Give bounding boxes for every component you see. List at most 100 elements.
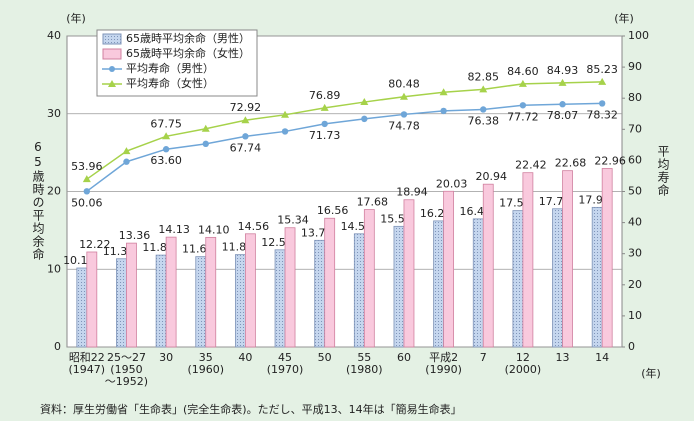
x-tick-label: 14	[595, 351, 610, 364]
y-tick-label: 10	[47, 262, 61, 275]
bar	[433, 220, 445, 348]
y2-tick-label: 40	[628, 216, 642, 229]
marker	[360, 98, 369, 106]
x-tick-label: 40	[238, 351, 253, 364]
bar	[353, 233, 365, 348]
data-label: 82.85	[468, 70, 500, 83]
data-label: 20.94	[476, 170, 508, 183]
legend-label: 平均寿命（女性）	[126, 76, 214, 90]
bar	[274, 249, 286, 348]
bar	[522, 172, 534, 348]
marker	[320, 103, 329, 111]
marker	[479, 85, 488, 93]
y2-tick-label: 80	[628, 91, 642, 104]
data-label: 76.89	[309, 89, 341, 102]
data-label: 78.32	[586, 108, 618, 121]
data-label: 85.23	[586, 63, 618, 76]
x-tick-label: 55 (1980)	[346, 351, 383, 376]
bar	[482, 183, 494, 348]
x-tick-label: 45 (1970)	[266, 351, 304, 376]
bar	[234, 254, 246, 348]
data-label: 17.68	[357, 196, 389, 209]
bar	[363, 209, 375, 348]
y-tick-label: 0	[54, 340, 61, 353]
data-label: 13.36	[119, 229, 151, 242]
data-label: 22.68	[555, 157, 587, 170]
data-label: 84.60	[507, 65, 539, 78]
marker	[518, 79, 527, 87]
bar	[76, 267, 88, 348]
x-tick-label: 13	[555, 351, 570, 364]
bar	[205, 236, 217, 348]
data-label: 14.13	[158, 223, 190, 236]
y-tick-label: 40	[47, 29, 61, 42]
x-tick-label: 25～27 (1950 ～1952)	[104, 351, 149, 388]
marker	[480, 106, 487, 113]
legend-label: 65歳時平均余命（女性）	[126, 46, 250, 60]
legend-swatch	[102, 33, 122, 45]
marker	[519, 102, 527, 109]
bar	[244, 233, 256, 348]
bar	[314, 239, 326, 348]
y2-tick-label: 100	[628, 29, 649, 42]
bar	[324, 217, 336, 348]
y-tick-label: 20	[47, 185, 61, 198]
bar	[601, 168, 613, 348]
data-label: 22.42	[515, 159, 547, 172]
marker	[400, 111, 408, 118]
x-tick-label: 7	[479, 351, 487, 364]
x-tick-label: 50	[317, 351, 332, 364]
x-tick-label: 60	[396, 351, 411, 364]
data-label: 14.10	[198, 223, 230, 236]
bar	[126, 242, 137, 348]
bar	[591, 206, 603, 348]
bar	[472, 218, 484, 348]
data-label: 76.38	[468, 114, 500, 127]
data-label: 15.34	[277, 214, 309, 227]
data-label: 53.96	[71, 160, 103, 173]
bar	[393, 225, 405, 348]
marker	[82, 175, 91, 183]
y2-tick-label: 60	[628, 153, 642, 166]
bar	[195, 256, 207, 348]
marker	[598, 100, 606, 107]
legend-label: 65歳時平均余命（男性）	[126, 31, 250, 45]
legend-marker	[109, 66, 115, 72]
bar	[165, 236, 177, 348]
bar	[284, 227, 296, 348]
legend-marker	[108, 80, 116, 87]
data-label: 67.74	[230, 141, 262, 154]
legend-swatch	[102, 48, 122, 60]
data-label: 63.60	[150, 154, 182, 167]
marker	[123, 158, 130, 165]
x-tick-label: 昭和22 (1947)	[68, 351, 106, 376]
marker	[281, 110, 290, 118]
data-label: 80.48	[388, 78, 420, 91]
marker	[558, 78, 567, 86]
source-note: 資料：厚生労働省「生命表」(完全生命表)。ただし、平成13、14年は「簡易生命表…	[40, 403, 462, 416]
data-label: 78.07	[547, 109, 579, 122]
data-label: 14.56	[238, 220, 270, 233]
marker	[361, 115, 368, 123]
data-label: 74.78	[388, 119, 420, 132]
marker	[122, 147, 131, 155]
marker	[321, 120, 328, 128]
bar	[86, 251, 98, 348]
y-tick-label: 30	[47, 107, 61, 120]
y-unit: (年)	[66, 11, 86, 25]
y2-tick-label: 20	[628, 278, 642, 291]
legend-label: 平均寿命（男性）	[126, 61, 214, 75]
data-label: 77.72	[507, 110, 539, 123]
line	[86, 102, 603, 192]
marker	[399, 92, 408, 100]
marker	[598, 77, 607, 85]
marker	[242, 133, 249, 140]
y2-tick-label: 90	[628, 60, 642, 73]
marker	[201, 124, 210, 132]
bar	[116, 258, 127, 348]
x-tick-label: 30	[159, 351, 174, 364]
bar	[443, 190, 455, 348]
marker	[162, 146, 170, 153]
